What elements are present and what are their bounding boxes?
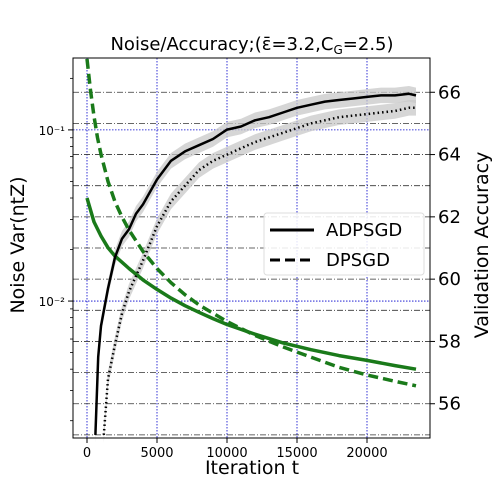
x-axis-label: Iteration t [205, 457, 299, 479]
y-left-tick-label: 10⁻¹ [39, 124, 66, 138]
y-right-tick-label: 64 [438, 145, 461, 166]
x-tick-label: 0 [83, 446, 91, 461]
x-tick-label: 20000 [346, 446, 387, 461]
y-right-tick-label: 56 [438, 394, 461, 415]
y-right-tick-label: 66 [438, 82, 461, 103]
accuracy-band [103, 100, 417, 443]
y-right-tick-label: 60 [438, 269, 461, 290]
y-right-tick-label: 62 [438, 207, 461, 228]
x-tick-label: 10000 [206, 446, 247, 461]
y-left-tick-label: 10⁻² [39, 295, 66, 309]
series-accuracy-adpsgd [94, 92, 417, 435]
legend-label-dpsgd: DPSGD [326, 250, 390, 271]
y-left-axis-label: Noise Var(ηtZ) [7, 176, 29, 313]
chart-title: Noise/Accuracy;(ε̄=3.2,CG=2.5) [110, 34, 393, 57]
legend-label-adpsgd: ADPSGD [326, 220, 402, 241]
x-tick-label: 15000 [276, 446, 317, 461]
plot-area: 0 5000 10000 15000 20000 10⁻² 10⁻¹ 56 58 60 62 64 66… [39, 57, 461, 461]
plot-frame [72, 57, 431, 439]
series-noise-adpsgd [85, 197, 417, 371]
y-right-axis-label: Validation Accuracy [471, 152, 493, 339]
y-right-tick-label: 58 [438, 331, 461, 352]
x-tick-label: 5000 [140, 446, 173, 461]
